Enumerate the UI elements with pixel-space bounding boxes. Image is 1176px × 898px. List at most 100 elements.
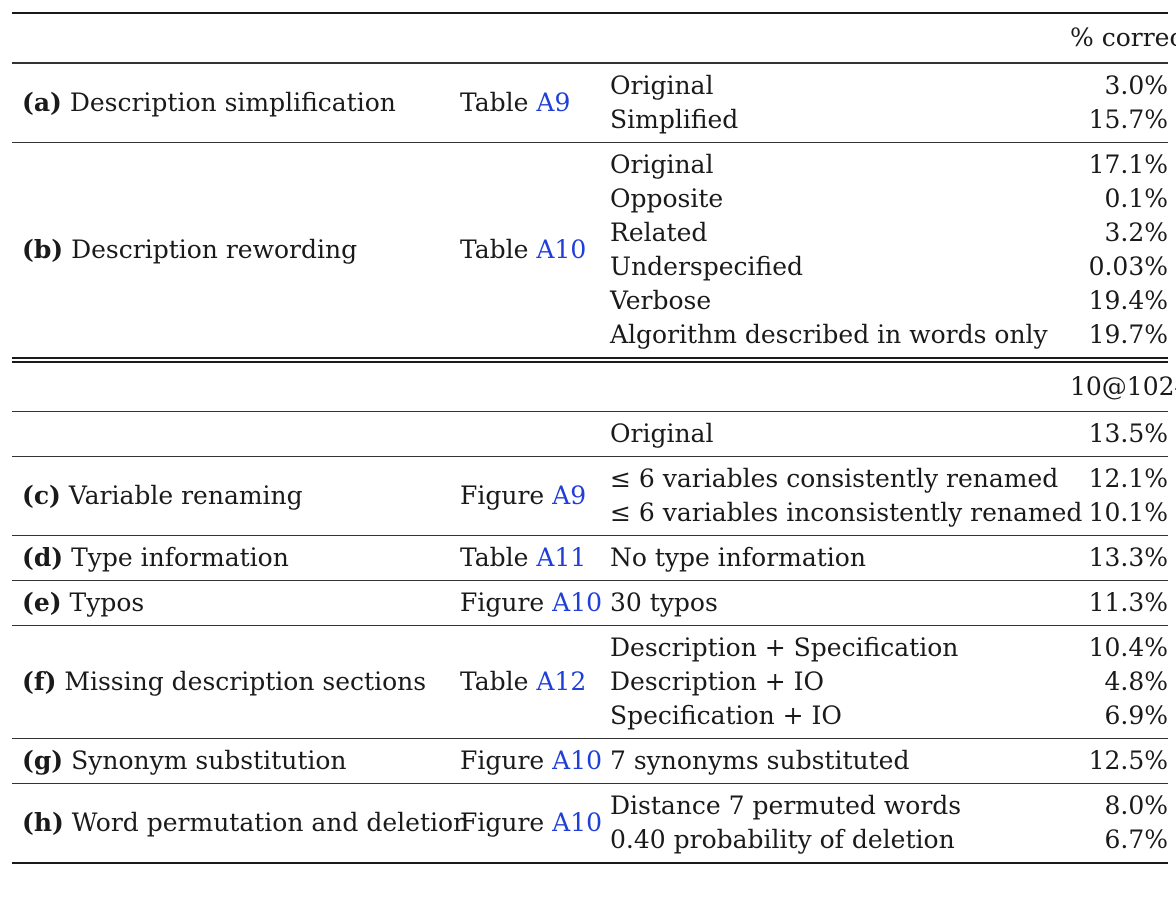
section-tag: (c): [22, 481, 61, 510]
reference-link[interactable]: A10: [552, 808, 603, 837]
section-rule: [12, 580, 1168, 581]
section-row: (h) Word permutation and deletion Figure …: [12, 784, 1168, 862]
variant-label: 0.40 probability of deletion: [610, 825, 955, 854]
reference-link[interactable]: A12: [536, 667, 587, 696]
header-row-top: % correct: [12, 14, 1176, 62]
section-reference: Table A9: [460, 86, 610, 120]
variant-value: 19.7%: [1088, 320, 1168, 349]
section-reference: Figure A10: [460, 744, 610, 778]
variant-label: Verbose: [610, 286, 712, 315]
reference-prefix: Table: [460, 235, 529, 264]
section-tag: (f): [22, 667, 57, 696]
variant-list: Original Opposite Related Underspecified Ver…: [610, 148, 1070, 352]
reference-link[interactable]: A10: [552, 746, 603, 775]
variant-label: Description + Specification: [610, 633, 959, 662]
reference-prefix: Figure: [460, 808, 545, 837]
section-name: (c) Variable renaming: [12, 479, 460, 513]
variant-label: Underspecified: [610, 252, 804, 281]
header-rule: [12, 62, 1168, 63]
variant-list: ≤ 6 variables consistently renamed ≤ 6 va…: [610, 462, 1083, 530]
variant-value: 10.1%: [1088, 498, 1168, 527]
section-reference: Figure A10: [460, 806, 610, 840]
variant-list: No type information: [610, 541, 1070, 575]
value-list: 13.3%: [1070, 541, 1168, 575]
variant-label: Simplified: [610, 105, 739, 134]
baseline-value: 13.5%: [1088, 419, 1168, 448]
section-rule: [12, 535, 1168, 536]
reference-link[interactable]: A9: [552, 481, 587, 510]
section-name: (h) Word permutation and deletion: [12, 806, 469, 840]
section-row: (c) Variable renaming Figure A9 ≤ 6 variab…: [12, 457, 1168, 535]
section-reference: Figure A9: [460, 479, 610, 513]
variant-label: Distance 7 permuted words: [610, 791, 962, 820]
section-name: (b) Description rewording: [12, 233, 460, 267]
top-sections: (a) Description simplification Table A9 Or…: [12, 63, 1168, 357]
variant-label: 30 typos: [610, 588, 718, 617]
variant-value: 0.1%: [1104, 184, 1168, 213]
variant-value: 17.1%: [1088, 150, 1168, 179]
section-tag: (d): [22, 543, 64, 572]
section-rule: [12, 738, 1168, 739]
section-row: (b) Description rewording Table A10 Origin…: [12, 143, 1168, 357]
variant-value: 4.8%: [1104, 667, 1168, 696]
section-name: (f) Missing description sections: [12, 665, 460, 699]
section-reference: Figure A10: [460, 586, 610, 620]
value-list: 12.5%: [1070, 744, 1168, 778]
variant-label: Algorithm described in words only: [610, 320, 1048, 349]
reference-link[interactable]: A10: [552, 588, 603, 617]
results-table: % correct (a) Description simplification…: [12, 12, 1176, 864]
reference-link[interactable]: A10: [536, 235, 587, 264]
reference-prefix: Table: [460, 667, 529, 696]
value-list: 12.1% 10.1%: [1070, 462, 1168, 530]
value-list: 17.1% 0.1% 3.2% 0.03% 19.4% 19.7%: [1070, 148, 1168, 352]
variant-label: ≤ 6 variables consistently renamed: [610, 464, 1059, 493]
variant-label: Related: [610, 218, 708, 247]
section-rule: [12, 625, 1168, 626]
section-title: Typos: [69, 588, 145, 617]
variant-list: Original Simplified: [610, 69, 1070, 137]
section-title: Variable renaming: [68, 481, 303, 510]
value-list: 11.3%: [1070, 586, 1168, 620]
value-list: 8.0% 6.7%: [1070, 789, 1168, 857]
variant-label: ≤ 6 variables inconsistently renamed: [610, 498, 1083, 527]
reference-prefix: Table: [460, 543, 529, 572]
reference-prefix: Figure: [460, 588, 545, 617]
section-tag: (g): [22, 746, 64, 775]
section-rule: [12, 63, 1168, 64]
header-metric-pass: 10@1024: [1070, 372, 1176, 401]
section-rule: [12, 142, 1168, 143]
section-name: (e) Typos: [12, 586, 460, 620]
section-tag: (a): [22, 88, 62, 117]
section-row: (a) Description simplification Table A9 Or…: [12, 64, 1168, 142]
reference-prefix: Table: [460, 88, 529, 117]
variant-value: 6.7%: [1104, 825, 1168, 854]
variant-list: Description + Specification Description +…: [610, 631, 1070, 733]
reference-link[interactable]: A9: [536, 88, 571, 117]
variant-value: 12.5%: [1088, 746, 1168, 775]
variant-label: Original: [610, 150, 714, 179]
section-tag: (h): [22, 808, 64, 837]
variant-value: 3.2%: [1104, 218, 1168, 247]
variant-label: No type information: [610, 543, 866, 572]
section-rule: [12, 456, 1168, 457]
section-row: (f) Missing description sections Table A1…: [12, 626, 1168, 738]
section-reference: Table A10: [460, 233, 610, 267]
section-reference: Table A11: [460, 541, 610, 575]
variant-value: 8.0%: [1104, 791, 1168, 820]
section-row: (e) Typos Figure A10 30 typos 11.3%: [12, 581, 1168, 625]
reference-link[interactable]: A11: [536, 543, 587, 572]
section-row: (d) Type information Table A11 No type inf…: [12, 536, 1168, 580]
variant-list: 7 synonyms substituted: [610, 744, 1070, 778]
baseline-variant: Original: [610, 419, 714, 448]
variant-value: 15.7%: [1088, 105, 1168, 134]
variant-value: 12.1%: [1088, 464, 1168, 493]
variant-value: 13.3%: [1088, 543, 1168, 572]
section-tag: (e): [22, 588, 62, 617]
section-name: (a) Description simplification: [12, 86, 460, 120]
value-list: 3.0% 15.7%: [1070, 69, 1168, 137]
variant-label: Original: [610, 71, 714, 100]
double-rule: [12, 357, 1168, 363]
value-list: 10.4% 4.8% 6.9%: [1070, 631, 1168, 733]
baseline-row: Original 13.5%: [12, 412, 1168, 456]
section-title: Missing description sections: [64, 667, 427, 696]
